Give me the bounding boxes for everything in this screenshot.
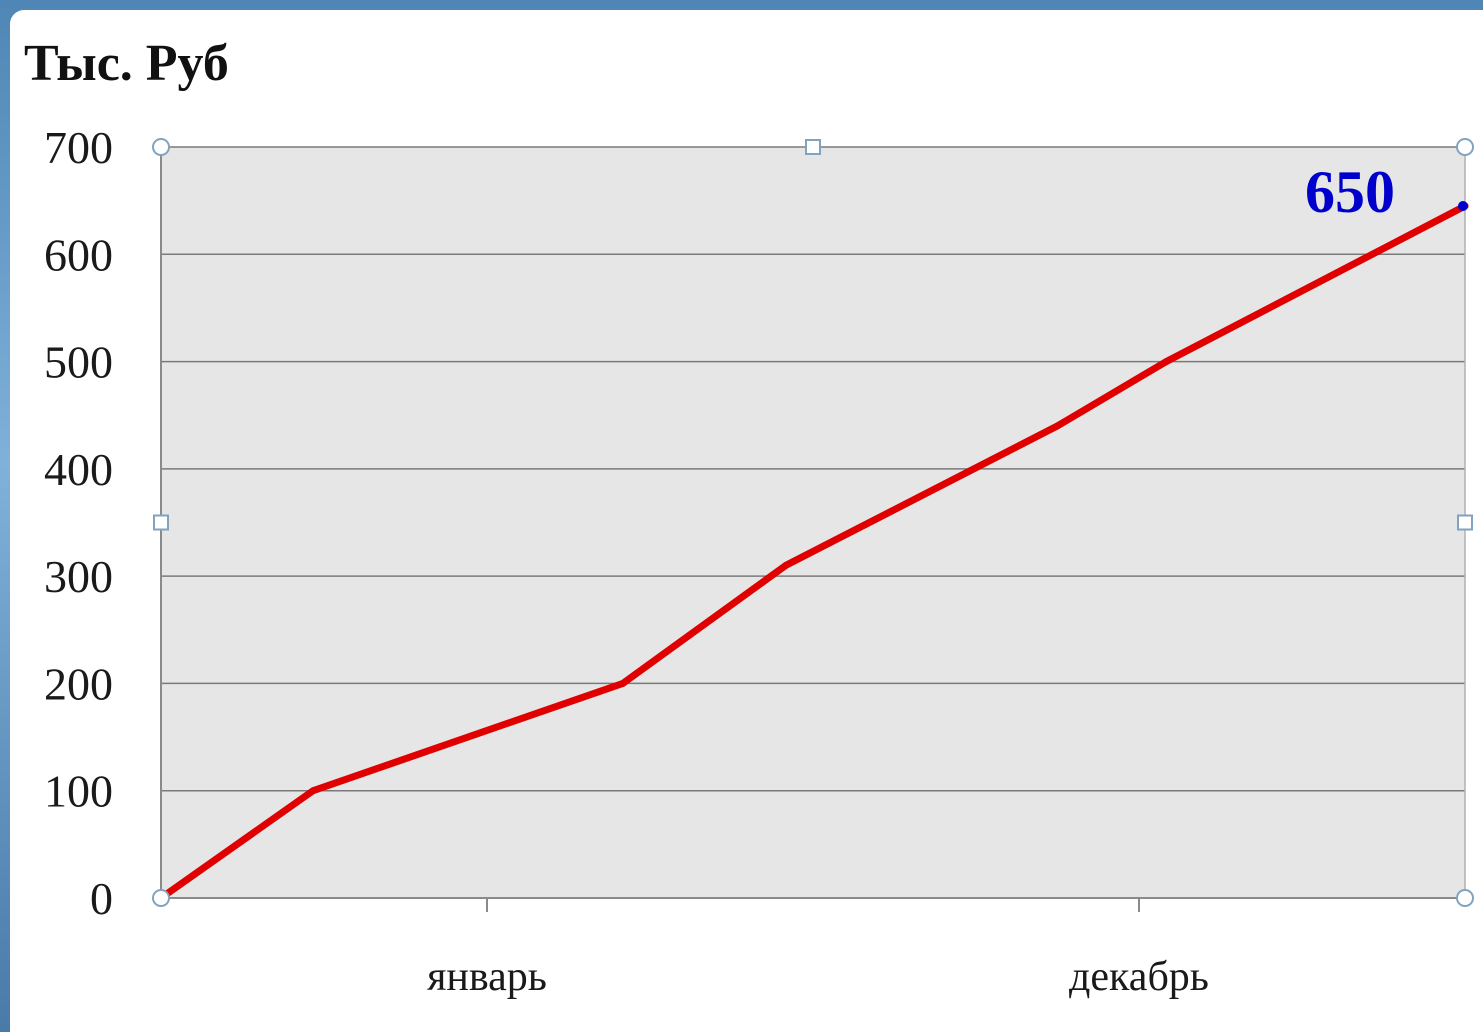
x-tick-label: декабрь	[1069, 954, 1209, 1000]
selection-handle-right	[1457, 514, 1473, 531]
end-point-marker	[1458, 201, 1468, 212]
data-point	[1162, 358, 1170, 366]
selection-handle-top-left	[152, 138, 170, 156]
selection-handle-top-right	[1456, 138, 1474, 156]
x-tick-label: январь	[427, 954, 547, 1000]
y-tick-label: 500	[44, 337, 113, 388]
data-label: 650	[1305, 159, 1395, 225]
y-tick-label: 200	[44, 658, 113, 709]
chart-title: Тыс. Руб	[24, 35, 229, 92]
y-tick-label: 600	[44, 229, 113, 280]
plot-area	[161, 147, 1465, 898]
y-tick-label: 700	[44, 122, 113, 173]
y-tick-label: 0	[90, 873, 113, 924]
selection-handle-top	[805, 139, 821, 155]
data-point	[309, 787, 317, 795]
selection-handle-left	[153, 514, 169, 531]
data-point	[1054, 422, 1061, 430]
data-point	[782, 561, 790, 569]
y-tick-label: 400	[44, 444, 113, 495]
y-tick-label: 100	[44, 766, 113, 817]
selection-handle-bottom-left	[152, 889, 170, 907]
data-point	[619, 679, 627, 687]
selection-handle-bottom-right	[1456, 889, 1474, 907]
y-tick-label: 300	[44, 551, 113, 602]
